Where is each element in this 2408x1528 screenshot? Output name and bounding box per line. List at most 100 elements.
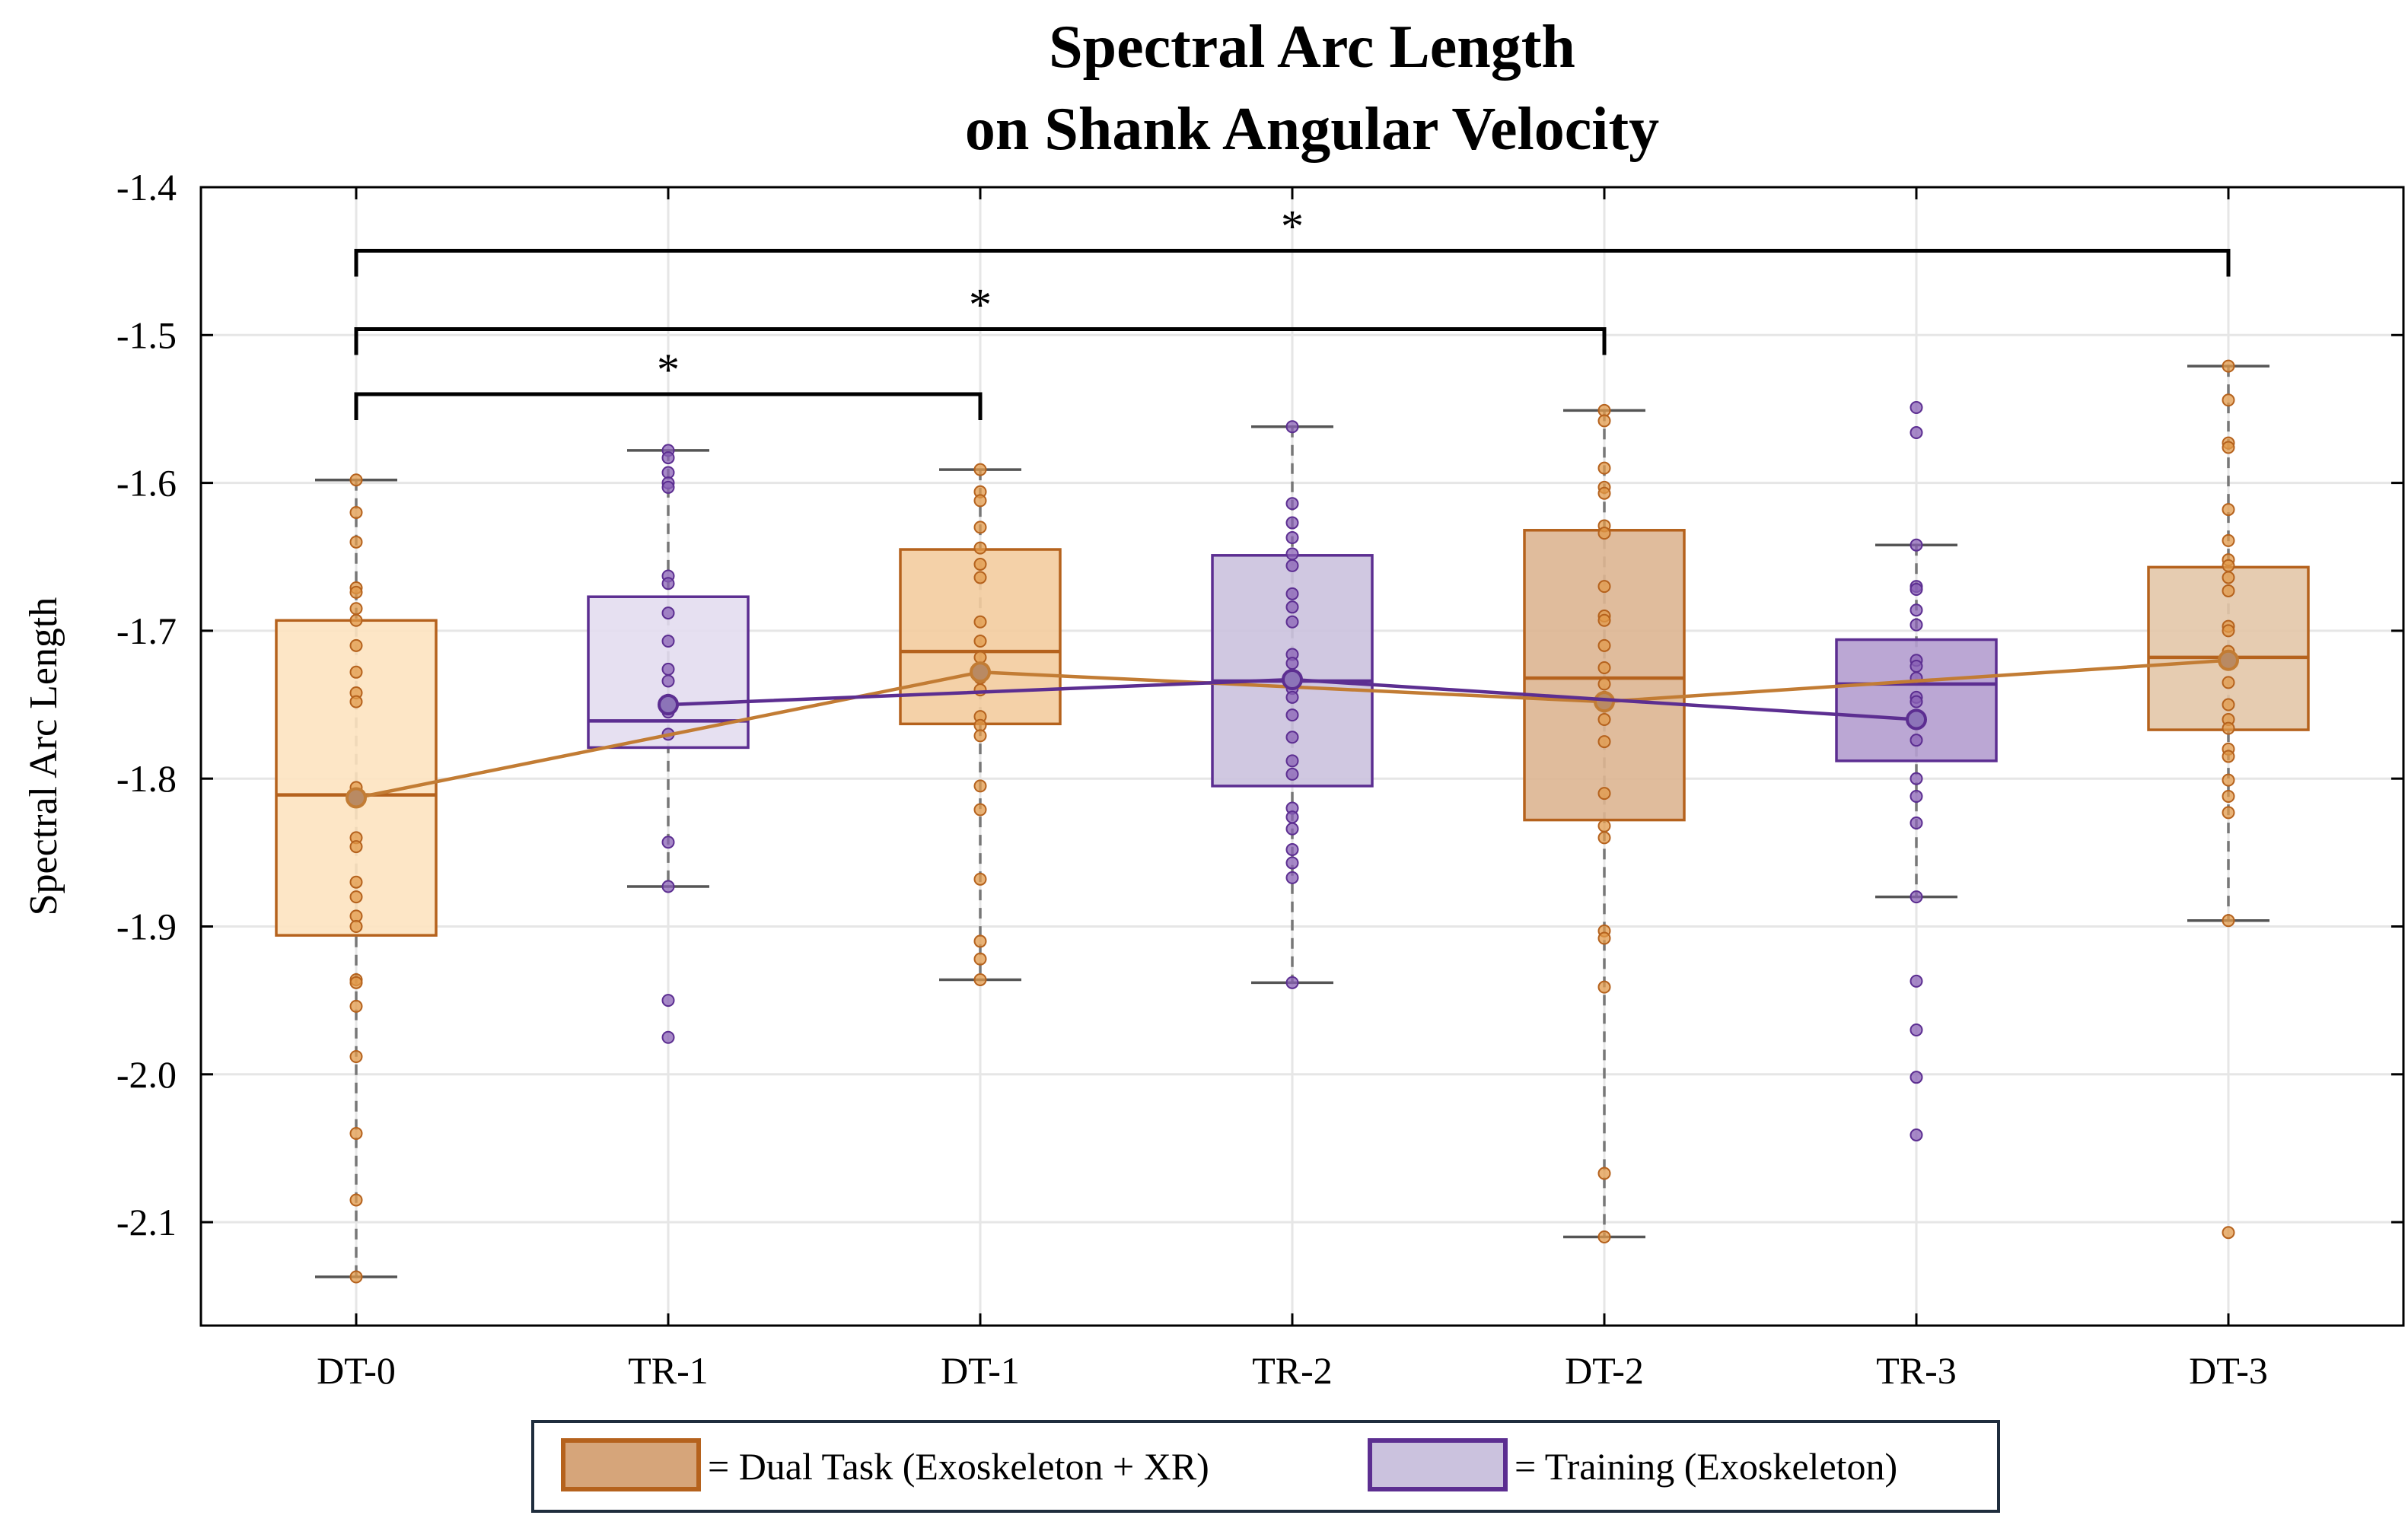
data-point bbox=[349, 613, 363, 627]
data-point bbox=[1285, 690, 1299, 704]
y-tick-label: -2.1 bbox=[116, 1201, 177, 1243]
legend-label-training: = Training (Exoskeleton) bbox=[1515, 1445, 1897, 1488]
data-point bbox=[349, 840, 363, 854]
y-tick-label: -1.7 bbox=[116, 610, 177, 652]
data-point bbox=[1285, 856, 1299, 870]
data-point bbox=[1597, 677, 1611, 691]
data-point bbox=[1285, 810, 1299, 824]
data-point bbox=[973, 571, 987, 584]
data-point bbox=[1285, 420, 1299, 434]
y-axis-label: Spectral Arc Length bbox=[22, 597, 65, 916]
data-point bbox=[973, 463, 987, 476]
data-point bbox=[349, 920, 363, 933]
data-point bbox=[1285, 767, 1299, 781]
data-point bbox=[1910, 1023, 1923, 1037]
data-point bbox=[973, 779, 987, 793]
data-point bbox=[1910, 1128, 1923, 1141]
legend: = Dual Task (Exoskeleton + XR) = Trainin… bbox=[531, 1420, 2000, 1513]
data-point bbox=[973, 952, 987, 966]
data-point bbox=[1285, 516, 1299, 530]
data-point bbox=[1910, 660, 1923, 673]
legend-frame bbox=[531, 1420, 2000, 1513]
mean-point bbox=[1594, 691, 1615, 713]
box-tr-2 bbox=[1211, 420, 1374, 989]
data-point bbox=[1597, 580, 1611, 594]
data-point bbox=[973, 557, 987, 571]
y-tick-label: -2.0 bbox=[116, 1053, 177, 1096]
data-point bbox=[1285, 822, 1299, 836]
box-dt-0 bbox=[275, 473, 438, 1284]
data-point bbox=[1285, 754, 1299, 768]
data-point bbox=[349, 1193, 363, 1207]
data-point bbox=[973, 615, 987, 629]
data-point bbox=[661, 994, 675, 1008]
data-point bbox=[973, 651, 987, 664]
data-point bbox=[349, 890, 363, 904]
data-point bbox=[2222, 503, 2235, 517]
data-point bbox=[1597, 527, 1611, 540]
y-axis-ticks: -1.4 -1.5 -1.6 -1.7 -1.8 -1.9 -2.0 -2.1 bbox=[116, 166, 2403, 1243]
legend-label-dual-task: = Dual Task (Exoskeleton + XR) bbox=[708, 1445, 1209, 1488]
data-point bbox=[1597, 819, 1611, 832]
data-point bbox=[973, 635, 987, 648]
data-point bbox=[2222, 676, 2235, 689]
data-point bbox=[1910, 695, 1923, 708]
data-point bbox=[973, 729, 987, 743]
data-point bbox=[1285, 731, 1299, 744]
data-point bbox=[1597, 735, 1611, 749]
box-iqr bbox=[1523, 529, 1686, 822]
data-point bbox=[1597, 638, 1611, 652]
data-point bbox=[2222, 790, 2235, 804]
x-tick-label: DT-3 bbox=[2189, 1349, 2268, 1392]
mean-point bbox=[346, 787, 367, 809]
data-point bbox=[661, 451, 675, 465]
data-point bbox=[349, 875, 363, 889]
data-point bbox=[661, 1030, 675, 1044]
data-point bbox=[661, 635, 675, 648]
data-point bbox=[2222, 584, 2235, 597]
data-point bbox=[2222, 698, 2235, 711]
data-point bbox=[973, 541, 987, 555]
data-point bbox=[349, 1270, 363, 1284]
data-point bbox=[1910, 974, 1923, 988]
data-point bbox=[973, 973, 987, 986]
significance-star: * bbox=[657, 345, 680, 395]
data-point bbox=[349, 638, 363, 652]
box-dt-3 bbox=[2147, 359, 2310, 1240]
data-point bbox=[2222, 914, 2235, 928]
box-plots bbox=[275, 359, 2310, 1284]
data-point bbox=[973, 934, 987, 948]
data-point bbox=[1597, 613, 1611, 627]
data-point bbox=[1285, 559, 1299, 572]
data-point bbox=[1597, 661, 1611, 674]
data-point bbox=[2222, 773, 2235, 787]
data-point bbox=[349, 473, 363, 487]
y-tick-label: -1.9 bbox=[116, 906, 177, 948]
data-point bbox=[349, 535, 363, 549]
significance-star: * bbox=[1281, 202, 1304, 252]
data-point bbox=[661, 577, 675, 591]
data-point bbox=[2222, 721, 2235, 735]
data-point bbox=[349, 602, 363, 616]
data-point bbox=[1910, 401, 1923, 415]
data-point bbox=[1910, 603, 1923, 617]
data-point bbox=[2222, 624, 2235, 638]
data-point bbox=[661, 836, 675, 849]
data-point bbox=[2222, 806, 2235, 820]
box-dt-2 bbox=[1523, 403, 1686, 1244]
data-point bbox=[1285, 871, 1299, 884]
data-point bbox=[1910, 734, 1923, 747]
data-point bbox=[1285, 600, 1299, 614]
data-point bbox=[1910, 426, 1923, 440]
data-point bbox=[661, 662, 675, 676]
data-point bbox=[349, 505, 363, 519]
plot-frame bbox=[199, 186, 2405, 1327]
data-point bbox=[661, 674, 675, 688]
significance-star: * bbox=[969, 280, 992, 330]
data-point bbox=[1597, 486, 1611, 500]
data-point bbox=[1285, 530, 1299, 544]
significance-bracket bbox=[354, 249, 2231, 277]
data-point bbox=[2222, 1226, 2235, 1240]
data-point bbox=[973, 520, 987, 534]
significance-bracket bbox=[354, 327, 1607, 355]
